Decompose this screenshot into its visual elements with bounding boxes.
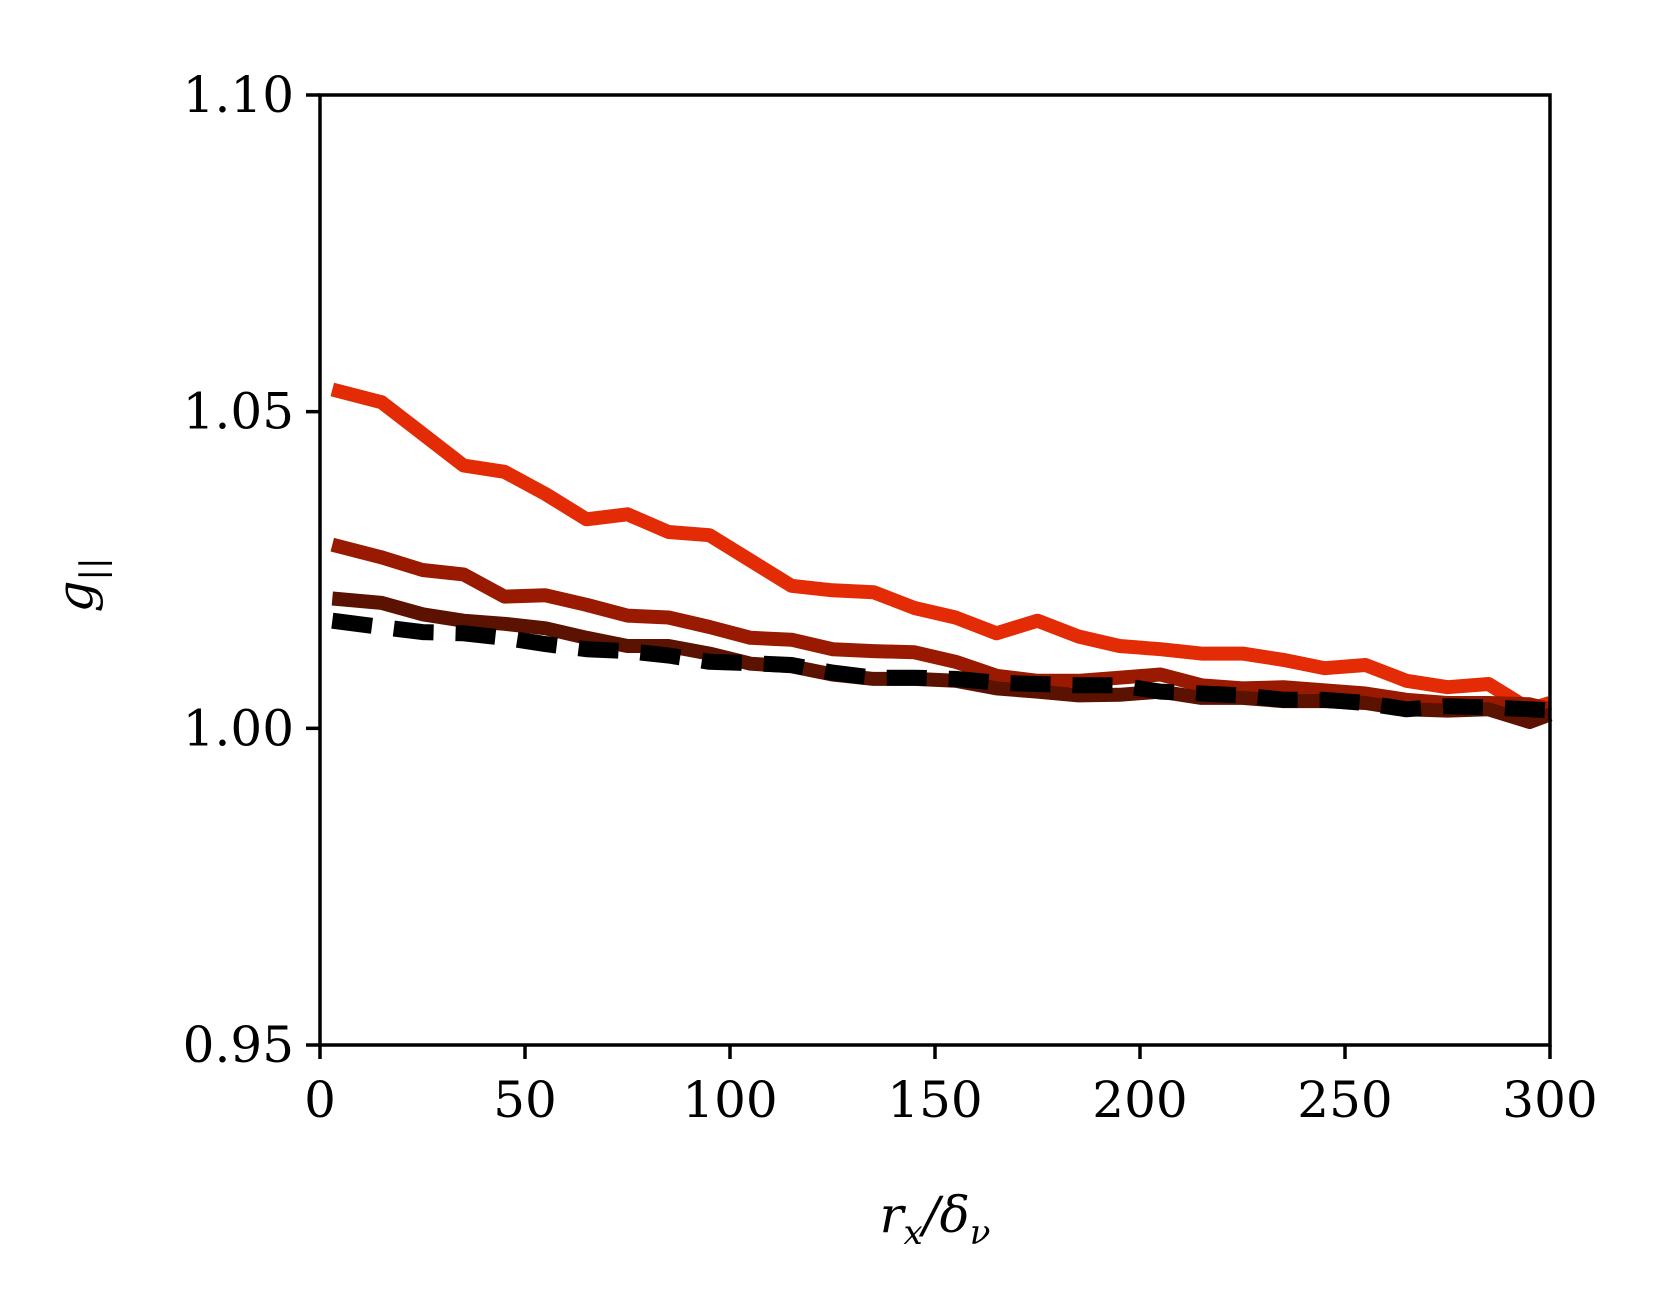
y-tick-label: 1.10 (183, 66, 294, 124)
y-tick-label: 1.05 (183, 383, 294, 441)
x-tick-label: 100 (682, 1071, 777, 1129)
tick-layer: 0 50 100 150 200 250 300 0.95 1.00 1.05 1.10 (183, 66, 1598, 1129)
series-line-1 (330, 382, 1553, 717)
y-tick-label: 1.00 (183, 699, 294, 757)
series-line-2 (330, 537, 1552, 717)
y-axis-label: g|| (46, 558, 113, 613)
x-axis-label: rx/δν (880, 1186, 991, 1253)
x-tick-label: 250 (1297, 1071, 1392, 1129)
y-tick-label: 0.95 (183, 1016, 294, 1074)
series-layer (330, 382, 1553, 729)
series-line-4 (331, 612, 1551, 719)
x-tick-label: 150 (887, 1071, 982, 1129)
x-tick-label: 50 (493, 1071, 557, 1129)
x-tick-label: 0 (304, 1071, 336, 1129)
plot-frame (318, 93, 1552, 1047)
x-tick-label: 200 (1092, 1071, 1187, 1129)
x-tick-label: 300 (1502, 1071, 1597, 1129)
